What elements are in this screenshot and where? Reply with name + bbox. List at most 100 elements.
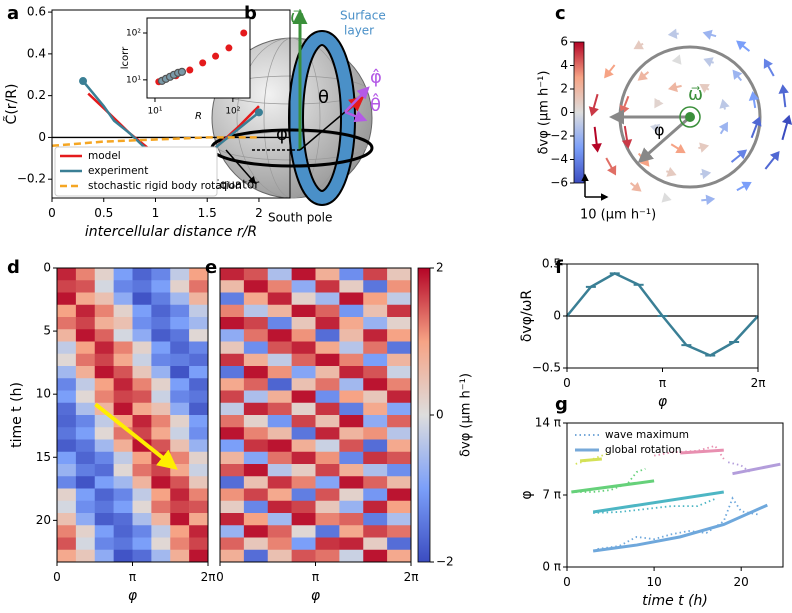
y-tick-label: 10¹: [126, 75, 141, 85]
heatmap-cell: [315, 476, 340, 489]
panel-label: c: [555, 3, 566, 24]
heatmap-cell: [243, 415, 269, 428]
heatmap-cell: [339, 402, 364, 416]
heatmap-cell: [315, 366, 340, 379]
velocity-arrow: [719, 98, 730, 110]
heatmap-cell: [291, 513, 316, 526]
heatmap-cell: [170, 402, 190, 416]
heatmap-cell: [291, 390, 316, 404]
heatmap-cell: [243, 353, 269, 367]
omega-label: ω⃗: [688, 84, 703, 105]
heatmap-cell: [291, 525, 316, 538]
heatmap-cell: [267, 317, 292, 330]
heatmap-cell: [363, 464, 388, 477]
heatmap-cell: [363, 304, 388, 318]
heatmap-cell: [132, 353, 152, 367]
heatmap-cell: [151, 378, 171, 391]
heatmap-cell: [57, 525, 77, 538]
heatmap-cell: [75, 488, 96, 502]
heatmap-cell: [170, 476, 190, 489]
heatmap-cell: [387, 329, 412, 342]
heatmap-cell: [387, 317, 412, 330]
heatmap-cell: [363, 451, 388, 465]
south-pole-label: South pole: [268, 211, 332, 225]
heatmap-cell: [339, 317, 364, 330]
heatmap-cell: [387, 476, 412, 489]
heatmap-cell: [243, 513, 269, 526]
heatmap-cell: [151, 317, 171, 330]
equator-label: Equator: [212, 178, 259, 192]
heatmap-cell: [339, 451, 364, 465]
heatmap-cell: [363, 549, 388, 563]
heatmap-cell: [75, 476, 96, 489]
velocity-arrow: [605, 157, 617, 176]
velocity-arrow: [637, 70, 650, 81]
angle-arrow: [637, 115, 691, 163]
heatmap-cell: [220, 549, 245, 563]
heatmap-cell: [151, 304, 171, 318]
velocity-arrow: [650, 123, 661, 134]
x-tick-label: 1: [152, 206, 160, 220]
heatmap-cell: [291, 292, 316, 306]
heatmap-cell: [220, 415, 245, 428]
heatmap-cell: [113, 525, 133, 538]
velocity-arrow: [670, 143, 686, 154]
heatmap-cell: [363, 537, 388, 551]
heatmap-cell: [291, 268, 316, 281]
heatmap-cell: [132, 292, 152, 306]
heatmap-cell: [94, 476, 114, 489]
heatmap-cell: [170, 292, 190, 306]
heatmap-cell: [113, 329, 133, 342]
x-tick-label: 10¹: [147, 107, 162, 117]
heatmap-cell: [267, 476, 292, 489]
heatmap-cell: [75, 378, 96, 391]
heatmap-cell: [75, 525, 96, 538]
axes-frame: [566, 422, 784, 568]
heatmap-cell: [57, 366, 77, 379]
heatmap-cell: [315, 378, 340, 391]
velocity-arrow: [701, 194, 716, 206]
heatmap-cell: [339, 292, 364, 306]
velocity-arrow: [667, 81, 682, 93]
heatmap-cell: [113, 317, 133, 330]
heatmap-cell: [113, 500, 133, 514]
heatmap-cell: [339, 488, 364, 502]
heatmap-cell: [170, 390, 190, 404]
heatmap-cell: [57, 304, 77, 318]
heatmap-cell: [170, 549, 190, 563]
heatmap-cell: [387, 366, 412, 379]
heatmap-cell: [267, 390, 292, 404]
heatmap-cell: [170, 378, 190, 391]
y-tick-label: −0.5: [532, 361, 561, 375]
heatmap-cell: [75, 317, 96, 330]
heatmap-cell: [57, 280, 77, 293]
heatmap-cell: [220, 476, 245, 489]
heatmap-cell: [132, 500, 152, 514]
heatmap-cell: [267, 366, 292, 379]
heatmap-cell: [132, 525, 152, 538]
axes-frame: [219, 267, 412, 563]
heatmap-cell: [189, 353, 209, 367]
heatmap-cell: [151, 464, 171, 477]
heatmap-cell: [315, 341, 340, 355]
y-tick-label: 15: [36, 450, 51, 464]
heatmap-cell: [363, 280, 388, 293]
scatter-point: [186, 66, 194, 74]
heatmap-cell: [220, 280, 245, 293]
heatmap-cell: [57, 537, 77, 551]
heatmap-cell: [57, 378, 77, 391]
heatmap-cell: [363, 329, 388, 342]
omega-ring: [679, 106, 701, 128]
heatmap-cell: [243, 500, 269, 514]
heatmap-cell: [132, 549, 152, 563]
heatmap-cell: [363, 415, 388, 428]
heatmap-cell: [339, 500, 364, 514]
velocity-arrow: [748, 91, 760, 109]
heatmap-cell: [243, 304, 269, 318]
heatmap-cell: [189, 329, 209, 342]
heatmap-cell: [94, 280, 114, 293]
heatmap-cell: [220, 500, 245, 514]
heatmap-cell: [315, 317, 340, 330]
heatmap-cell: [291, 439, 316, 453]
heatmap-cell: [94, 304, 114, 318]
